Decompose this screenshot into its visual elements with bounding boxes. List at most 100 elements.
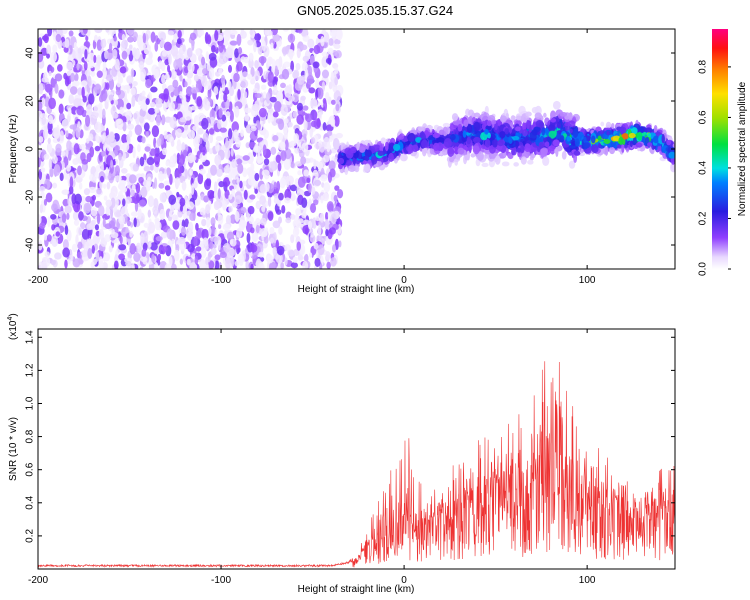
spectrogram-cell bbox=[303, 219, 310, 226]
spectrogram-cell bbox=[201, 228, 209, 240]
spectrogram-cell bbox=[222, 177, 231, 187]
spectrogram-cell bbox=[128, 130, 133, 138]
spectrogram-cell bbox=[98, 205, 105, 217]
spectrogram-cell bbox=[216, 168, 223, 177]
spectrogram-cell bbox=[73, 219, 80, 226]
spectrogram-cell bbox=[208, 67, 215, 79]
spectrogram-cell bbox=[104, 234, 111, 243]
spectrogram-cell bbox=[161, 50, 168, 57]
spectrogram-cell bbox=[65, 130, 69, 138]
spectrogram-cell bbox=[275, 154, 282, 164]
spectrogram-cell bbox=[38, 37, 43, 47]
spectrogram-cell bbox=[320, 174, 328, 182]
spectrogram-cell bbox=[58, 89, 65, 99]
spectrogram-cell bbox=[116, 118, 124, 130]
spectrogram-cell bbox=[597, 135, 602, 141]
spectrogram-cell bbox=[46, 234, 52, 242]
spectrogram-cell bbox=[102, 217, 106, 228]
spectrogram-cell bbox=[213, 85, 219, 96]
spectrogram-cell bbox=[234, 260, 239, 267]
spectrogram-cell bbox=[473, 121, 481, 132]
spectrogram-cell bbox=[246, 73, 253, 80]
spectrogram-cell bbox=[254, 69, 260, 81]
spectrogram-cell bbox=[91, 110, 99, 119]
spectrogram-cell bbox=[112, 48, 118, 60]
spectrogram-cell bbox=[47, 143, 53, 154]
spectrogram-cell bbox=[491, 120, 497, 125]
spectrogram-cell bbox=[292, 256, 298, 263]
spectrogram-cell bbox=[110, 197, 116, 208]
spectrogram-cell bbox=[457, 123, 463, 132]
spectrogram-cell bbox=[169, 155, 176, 165]
spectrogram-cell bbox=[568, 160, 576, 169]
spectrogram-cell bbox=[250, 227, 255, 234]
spectrogram-cell bbox=[314, 257, 321, 267]
spectrogram-cell bbox=[110, 29, 115, 37]
spectrogram-cell bbox=[51, 155, 58, 164]
spectrogram-cell bbox=[499, 115, 507, 123]
spectrogram-cell bbox=[249, 52, 253, 62]
spectrogram-cell bbox=[66, 140, 72, 152]
spectrogram-cell bbox=[628, 132, 636, 139]
spectrogram-cell bbox=[647, 132, 652, 138]
spectrogram-cell bbox=[397, 135, 405, 140]
spectrogram-cell bbox=[243, 189, 248, 200]
spectrogram-cell bbox=[590, 135, 596, 144]
spectrogram-cell bbox=[229, 238, 237, 247]
spectrogram-cell bbox=[231, 188, 236, 197]
spectrogram-cell bbox=[143, 122, 150, 132]
spectrogram-cell bbox=[202, 150, 206, 156]
spectrogram-cell bbox=[522, 129, 528, 137]
spectrogram-cell bbox=[284, 85, 292, 98]
spectrogram-cell bbox=[46, 44, 51, 56]
spectrogram-cell bbox=[462, 130, 467, 138]
spectrogram-cell bbox=[65, 61, 74, 71]
spectrogram-cell bbox=[76, 63, 80, 71]
spectrogram-cell bbox=[179, 154, 185, 166]
spectrogram-cell bbox=[61, 118, 70, 129]
spectrogram-cell bbox=[141, 136, 146, 144]
spectrogram-cell bbox=[214, 154, 222, 166]
spectrogram-cell bbox=[106, 52, 114, 60]
spectrogram-cell bbox=[176, 128, 182, 135]
spectrogram-cell bbox=[47, 128, 53, 135]
spectrogram-cell bbox=[72, 158, 79, 165]
spectrogram-cell bbox=[333, 90, 342, 102]
spectrogram-cell bbox=[82, 29, 88, 35]
spectrogram-cell bbox=[177, 162, 183, 174]
spectrogram-cell bbox=[117, 76, 124, 84]
spectrogram-cell bbox=[113, 35, 117, 42]
spectrogram-cell bbox=[407, 145, 412, 155]
spectrogram-cell bbox=[43, 33, 49, 44]
spectrogram-cell bbox=[43, 153, 50, 160]
spectrogram-cell bbox=[573, 150, 581, 156]
spectrogram-cell bbox=[100, 150, 106, 157]
spectrogram-cell bbox=[184, 81, 188, 88]
spectrogram-cell bbox=[259, 183, 267, 194]
spectrogram-cell bbox=[71, 193, 77, 205]
spectrogram-cell bbox=[189, 32, 197, 41]
spectrogram-cell bbox=[60, 150, 66, 157]
spectrogram-cell bbox=[87, 75, 92, 87]
spectrogram-cell bbox=[137, 208, 142, 220]
spectrogram-cell bbox=[186, 86, 193, 97]
spectrogram-cell bbox=[556, 121, 562, 129]
spectrogram-cell bbox=[652, 135, 659, 144]
spectrogram-cell bbox=[229, 110, 234, 122]
spectrogram-cell bbox=[190, 87, 199, 94]
spectrogram-cell bbox=[618, 136, 624, 145]
spectrogram-cell bbox=[608, 146, 616, 155]
spectrogram-cell bbox=[222, 52, 229, 63]
spectrogram-cell bbox=[263, 158, 270, 166]
spectrogram-cell bbox=[611, 123, 615, 130]
spectrogram-cell bbox=[39, 113, 47, 119]
spectrogram-cell bbox=[83, 202, 92, 214]
spectrogram-cell bbox=[133, 217, 137, 228]
spectrogram-cell bbox=[66, 212, 70, 220]
spectrogram-cell bbox=[167, 85, 175, 92]
spectrogram-cell bbox=[326, 261, 331, 269]
spectrogram-cell bbox=[578, 151, 586, 157]
spectrogram-cell bbox=[153, 197, 159, 209]
spectrogram-cell bbox=[272, 111, 279, 118]
